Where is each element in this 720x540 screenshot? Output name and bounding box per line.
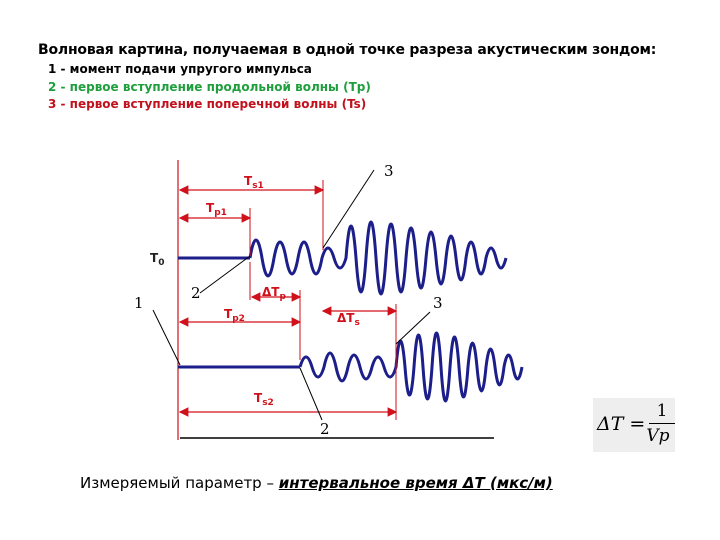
label-t0: T0 xyxy=(150,251,164,268)
label-tp1: Tp1 xyxy=(206,201,227,218)
formula-fraction: 1 Vp xyxy=(646,400,675,447)
measured-parameter-value: интервальное время ΔT (мкс/м) xyxy=(278,474,553,492)
label-dts: ΔTs xyxy=(337,311,360,328)
label-tp2: Tp2 xyxy=(224,307,245,324)
formula-bar xyxy=(649,423,675,424)
formula-box: ΔT = 1 Vp xyxy=(593,398,675,452)
pointer-2b xyxy=(299,367,323,421)
label-dtp: ΔTp xyxy=(262,285,286,302)
pointer-2a xyxy=(199,255,251,294)
label-ts2: Ts2 xyxy=(254,391,274,408)
legend-item-3: 3 - первое вступление поперечной волны (… xyxy=(48,97,367,111)
formula-lhs: ΔT = xyxy=(597,413,646,435)
pointer-3a xyxy=(322,169,375,249)
bottom-waveform xyxy=(298,331,524,403)
measured-parameter-prefix: Измеряемый параметр – xyxy=(80,474,279,492)
legend-item-1: 1 - момент подачи упругого импульса xyxy=(48,62,312,76)
label-ts1: Ts1 xyxy=(244,174,264,191)
measured-parameter: Измеряемый параметр – интервальное время… xyxy=(80,474,553,492)
formula-denominator: Vp xyxy=(646,426,670,446)
label-num-2b: 2 xyxy=(320,420,330,438)
pointer-1 xyxy=(152,309,181,366)
label-num-3b: 3 xyxy=(433,294,443,312)
legend-item-2: 2 - первое вступление продольной волны (… xyxy=(48,80,371,94)
label-num-2a: 2 xyxy=(191,284,201,302)
top-waveform xyxy=(248,220,508,296)
formula-numerator: 1 xyxy=(656,401,668,421)
label-num-3a: 3 xyxy=(384,162,394,180)
pointer-3b xyxy=(395,311,431,345)
label-num-1: 1 xyxy=(134,294,144,312)
page-title: Волновая картина, получаемая в одной точ… xyxy=(38,42,657,58)
